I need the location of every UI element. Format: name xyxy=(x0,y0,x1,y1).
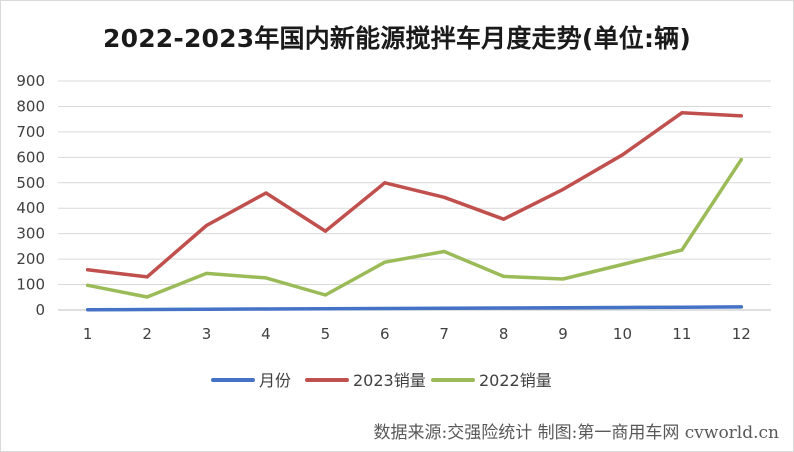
data-point: 2022销量: 179 xyxy=(620,262,625,267)
data-point: 2022销量: 51 xyxy=(145,295,149,299)
y-tick-label: 500 xyxy=(16,174,45,192)
data-point: 2022销量: 188 xyxy=(383,260,387,264)
data-point: 2022销量: 591 xyxy=(739,158,743,162)
data-point: 月份: 1 xyxy=(86,308,90,312)
data-point: 2022销量: 236 xyxy=(680,248,684,252)
data-point: 月份: 10 xyxy=(620,305,625,310)
series-line-1 xyxy=(85,305,744,312)
x-tick-label: 1 xyxy=(83,325,93,343)
x-tick-label: 10 xyxy=(613,325,632,343)
data-point: 月份: 3 xyxy=(204,307,209,311)
data-point: 2023销量: 460 xyxy=(264,191,268,195)
source-note: 数据来源:交强险统计 制图:第一商用车网 cvworld.cn xyxy=(373,423,780,443)
data-point: 2023销量: 763 xyxy=(739,114,743,118)
data-point: 2022销量: 97 xyxy=(86,283,90,287)
data-point: 2022销量: 230 xyxy=(442,249,446,254)
data-point: 2023销量: 130 xyxy=(145,275,149,279)
series-line-2 xyxy=(85,111,744,279)
x-tick-label: 7 xyxy=(439,325,449,343)
x-tick-label: 6 xyxy=(380,325,390,343)
data-point: 月份: 12 xyxy=(739,305,743,309)
data-point: 2023销量: 443 xyxy=(442,195,446,199)
series-line-3 xyxy=(85,157,744,299)
data-point: 2022销量: 132 xyxy=(502,274,506,279)
data-point: 2023销量: 474 xyxy=(561,187,565,191)
data-point: 月份: 11 xyxy=(680,305,684,309)
y-tick-label: 0 xyxy=(35,301,45,319)
y-tick-label: 100 xyxy=(16,276,45,294)
data-point: 月份: 4 xyxy=(264,307,268,311)
y-tick-label: 300 xyxy=(16,225,45,243)
data-point: 2023销量: 500 xyxy=(383,181,387,185)
x-tick-label: 2 xyxy=(142,325,152,343)
data-point: 2023销量: 775 xyxy=(680,111,684,115)
data-point: 2022销量: 59 xyxy=(323,293,327,297)
x-tick-label: 5 xyxy=(321,325,331,343)
data-point: 2023销量: 310 xyxy=(323,229,327,233)
series-lines: 月份: 1 月份: 2 月份: 3 月份: 4 月份: 5 月份: 6 月份: 7 月份: 8… xyxy=(85,111,744,312)
data-point: 月份: 7 xyxy=(442,306,446,310)
y-tick-label: 200 xyxy=(16,250,45,268)
y-tick-label: 800 xyxy=(16,97,45,115)
legend-label: 月份 xyxy=(259,371,291,390)
data-point: 2023销量: 332 xyxy=(204,223,209,228)
data-point: 2023销量: 610 xyxy=(620,153,625,157)
data-point: 2022销量: 126 xyxy=(264,276,268,280)
y-tick-label: 600 xyxy=(16,148,45,166)
y-tick-label: 900 xyxy=(16,72,45,90)
data-point: 月份: 9 xyxy=(561,306,565,310)
legend-label: 2022销量 xyxy=(479,371,552,390)
data-point: 月份: 2 xyxy=(145,307,149,312)
x-tick-label: 8 xyxy=(499,325,509,343)
x-tick-label: 3 xyxy=(202,325,212,343)
x-tick-label: 9 xyxy=(558,325,568,343)
y-tick-label: 400 xyxy=(16,199,45,217)
legend: 月份 2023销量 2022销量 xyxy=(211,371,552,390)
data-point: 2022销量: 122 xyxy=(561,277,565,281)
x-tick-label: 11 xyxy=(672,325,691,343)
data-point: 2023销量: 357 xyxy=(502,217,506,221)
data-point: 2023销量: 158 xyxy=(86,268,90,272)
y-tick-label: 700 xyxy=(16,123,45,141)
legend-label: 2023销量 xyxy=(353,371,426,390)
data-point: 月份: 8 xyxy=(502,306,506,310)
x-tick-label: 12 xyxy=(732,325,751,343)
x-tick-label: 4 xyxy=(261,325,271,343)
data-point: 月份: 5 xyxy=(323,307,327,311)
data-point: 月份: 6 xyxy=(383,306,387,311)
data-point: 2022销量: 144 xyxy=(204,271,209,275)
chart-title: 2022-2023年国内新能源搅拌车月度走势(单位:辆) xyxy=(103,24,691,53)
